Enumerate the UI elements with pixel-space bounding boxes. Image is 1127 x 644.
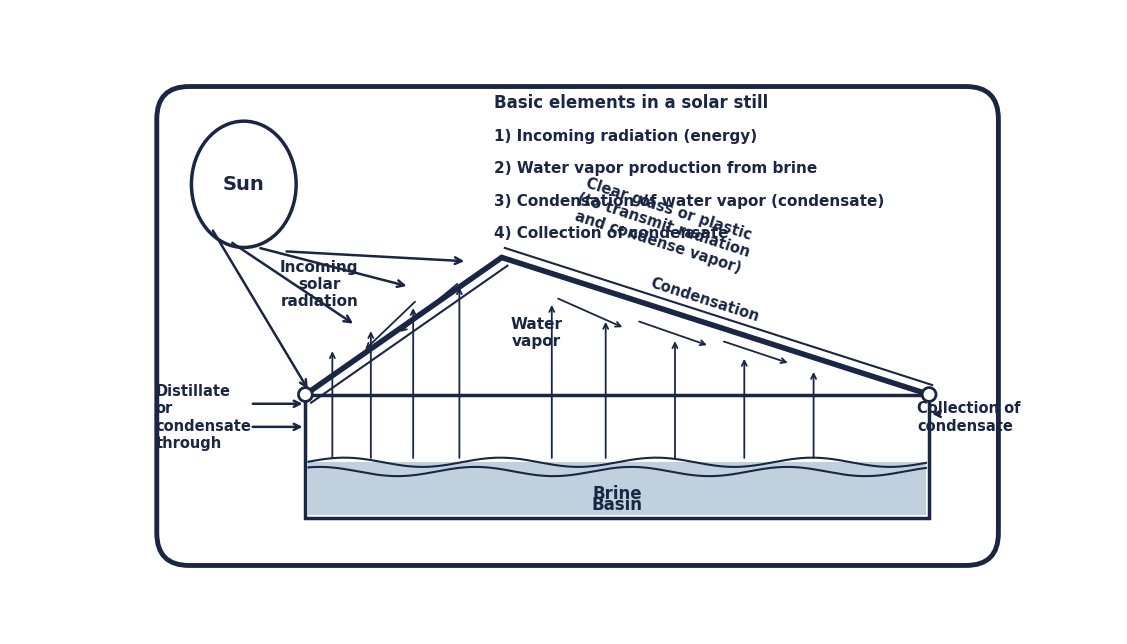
Circle shape bbox=[299, 388, 312, 401]
Text: Condensation: Condensation bbox=[648, 276, 761, 325]
Text: 3) Condensation of water vapor (condensate): 3) Condensation of water vapor (condensa… bbox=[494, 194, 885, 209]
Bar bbox=[309, 462, 926, 515]
Text: Incoming
solar
radiation: Incoming solar radiation bbox=[279, 260, 358, 309]
Text: 1) Incoming radiation (energy): 1) Incoming radiation (energy) bbox=[494, 129, 757, 144]
Text: 4) Collection of condensate: 4) Collection of condensate bbox=[494, 226, 728, 241]
Circle shape bbox=[922, 388, 937, 401]
Text: Clear glass or plastic
(to transmit radiation
and condense vapor): Clear glass or plastic (to transmit radi… bbox=[570, 175, 757, 277]
Text: Basic elements in a solar still: Basic elements in a solar still bbox=[494, 94, 769, 112]
Bar bbox=[305, 395, 929, 518]
Text: Distillate
or
condensate
through: Distillate or condensate through bbox=[156, 384, 251, 451]
FancyBboxPatch shape bbox=[157, 86, 999, 565]
Ellipse shape bbox=[192, 121, 296, 247]
Text: Sun: Sun bbox=[223, 175, 265, 194]
Text: 2) Water vapor production from brine: 2) Water vapor production from brine bbox=[494, 161, 817, 176]
Text: Basin: Basin bbox=[592, 496, 642, 514]
Text: Brine: Brine bbox=[593, 486, 642, 504]
Text: Water
vapor: Water vapor bbox=[511, 317, 562, 349]
Text: Collection of
condensate: Collection of condensate bbox=[917, 401, 1021, 434]
